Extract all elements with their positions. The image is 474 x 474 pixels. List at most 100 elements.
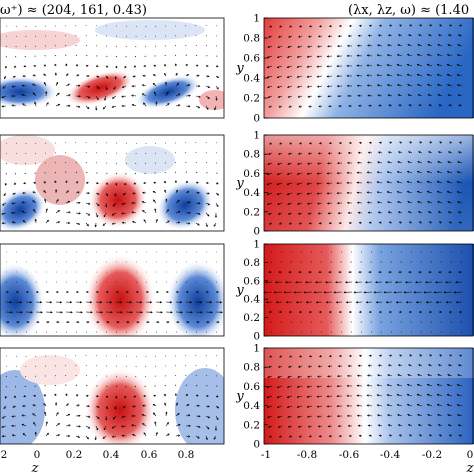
vector-arrowhead (206, 181, 209, 185)
vector-arrowhead (11, 94, 14, 98)
vector-arrowhead (114, 407, 117, 410)
vector-arrow (174, 162, 177, 164)
vector-arrowhead (122, 193, 126, 196)
vector-arrowhead (448, 434, 452, 437)
vector-arrowhead (187, 222, 191, 225)
vector-arrowhead (78, 84, 81, 87)
vector-arrowhead (131, 414, 134, 418)
vector-arrow (55, 412, 59, 417)
vector-arrowhead (418, 34, 421, 37)
vector-arrowhead (112, 204, 116, 207)
vector-arrow (113, 85, 117, 90)
vector-arrowhead (179, 301, 183, 304)
vector-arrow (317, 55, 323, 58)
vector-arrow (134, 172, 137, 175)
vector-arrow (387, 414, 393, 417)
vector-arrow (367, 181, 373, 184)
vector-arrow (297, 415, 303, 418)
vector-arrowhead (458, 221, 462, 224)
vector-arrowhead (77, 404, 80, 407)
vector-arrowhead (11, 202, 14, 205)
vector-arrowhead (448, 270, 451, 274)
vector-arrow (457, 64, 463, 67)
vector-arrowhead (86, 64, 89, 67)
vector-arrowhead (78, 95, 81, 98)
vector-arrowhead (143, 64, 146, 68)
vector-arrowhead (97, 203, 100, 207)
vector-arrowhead (429, 24, 432, 27)
vector-arrowhead (4, 76, 7, 80)
vector-arrowhead (152, 191, 156, 194)
vector-arrowhead (153, 412, 156, 415)
vector-arrow (407, 394, 413, 397)
vector-arrowhead (438, 310, 442, 314)
vector-arrow (65, 161, 67, 164)
vector-arrow (277, 395, 283, 398)
vector-arrowhead (265, 281, 268, 284)
vector-arrowhead (437, 413, 440, 417)
vector-arrowhead (437, 424, 441, 427)
vector-arrowhead (298, 35, 301, 38)
vector-arrowhead (116, 290, 119, 294)
vector-arrowhead (78, 105, 81, 108)
vector-arrowhead (416, 403, 420, 406)
vector-arrowhead (297, 365, 301, 368)
vector-arrowhead (437, 83, 440, 87)
vector-arrowhead (429, 141, 432, 144)
vector-arrowhead (286, 55, 290, 59)
vector-arrowhead (368, 270, 371, 274)
vector-arrow (287, 65, 293, 68)
vector-arrowhead (368, 434, 372, 437)
vector-arrowhead (54, 402, 58, 405)
vector-arrowhead (417, 373, 420, 377)
vector-arrowhead (40, 311, 43, 314)
vector-arrowhead (318, 435, 322, 438)
vector-arrow (277, 405, 283, 408)
vector-arrowhead (355, 281, 358, 284)
vector-arrow (377, 394, 383, 397)
vector-arrowhead (367, 94, 370, 97)
vector-arrowhead (327, 212, 331, 215)
vector-arrow (367, 64, 373, 67)
vector-arrowhead (417, 160, 420, 164)
vector-arrowhead (387, 94, 390, 97)
vector-arrowhead (306, 172, 310, 175)
vector-arrow (307, 55, 313, 58)
vector-arrowhead (397, 44, 400, 47)
vector-arrow (387, 191, 393, 194)
vector-arrowhead (22, 220, 25, 223)
vector-arrowhead (389, 24, 392, 27)
right-y-tick: 0 (253, 113, 260, 125)
vector-arrowhead (289, 25, 292, 28)
vector-arrowhead (418, 270, 421, 274)
vector-arrowhead (358, 104, 361, 107)
vector-arrowhead (406, 170, 410, 174)
vector-arrowhead (317, 365, 321, 368)
vector-arrowhead (318, 270, 321, 274)
vector-arrowhead (276, 385, 280, 389)
vector-arrow (185, 365, 187, 367)
vector-arrowhead (139, 301, 143, 304)
vector-arrow (103, 105, 107, 110)
vector-arrowhead (407, 200, 410, 204)
vector-arrowhead (416, 63, 420, 66)
vector-arrow (457, 414, 463, 417)
vector-arrowhead (388, 104, 391, 107)
vector-arrowhead (27, 320, 30, 324)
vector-arrow (85, 425, 90, 429)
vector-arrowhead (395, 281, 398, 284)
vector-arrowhead (307, 212, 311, 215)
vector-arrow (307, 162, 313, 165)
vector-arrow (24, 55, 27, 57)
vector-arrow (85, 222, 89, 227)
left-x-tick-2: 0.2 (66, 449, 83, 461)
vector-arrowhead (387, 201, 390, 204)
vector-arrowhead (389, 141, 392, 144)
vector-arrowhead (213, 224, 216, 227)
vector-arrowhead (426, 383, 430, 386)
vector-arrowhead (1, 95, 4, 99)
vector-arrow (267, 65, 273, 68)
vector-arrowhead (427, 43, 430, 47)
vector-arrow (418, 94, 423, 97)
